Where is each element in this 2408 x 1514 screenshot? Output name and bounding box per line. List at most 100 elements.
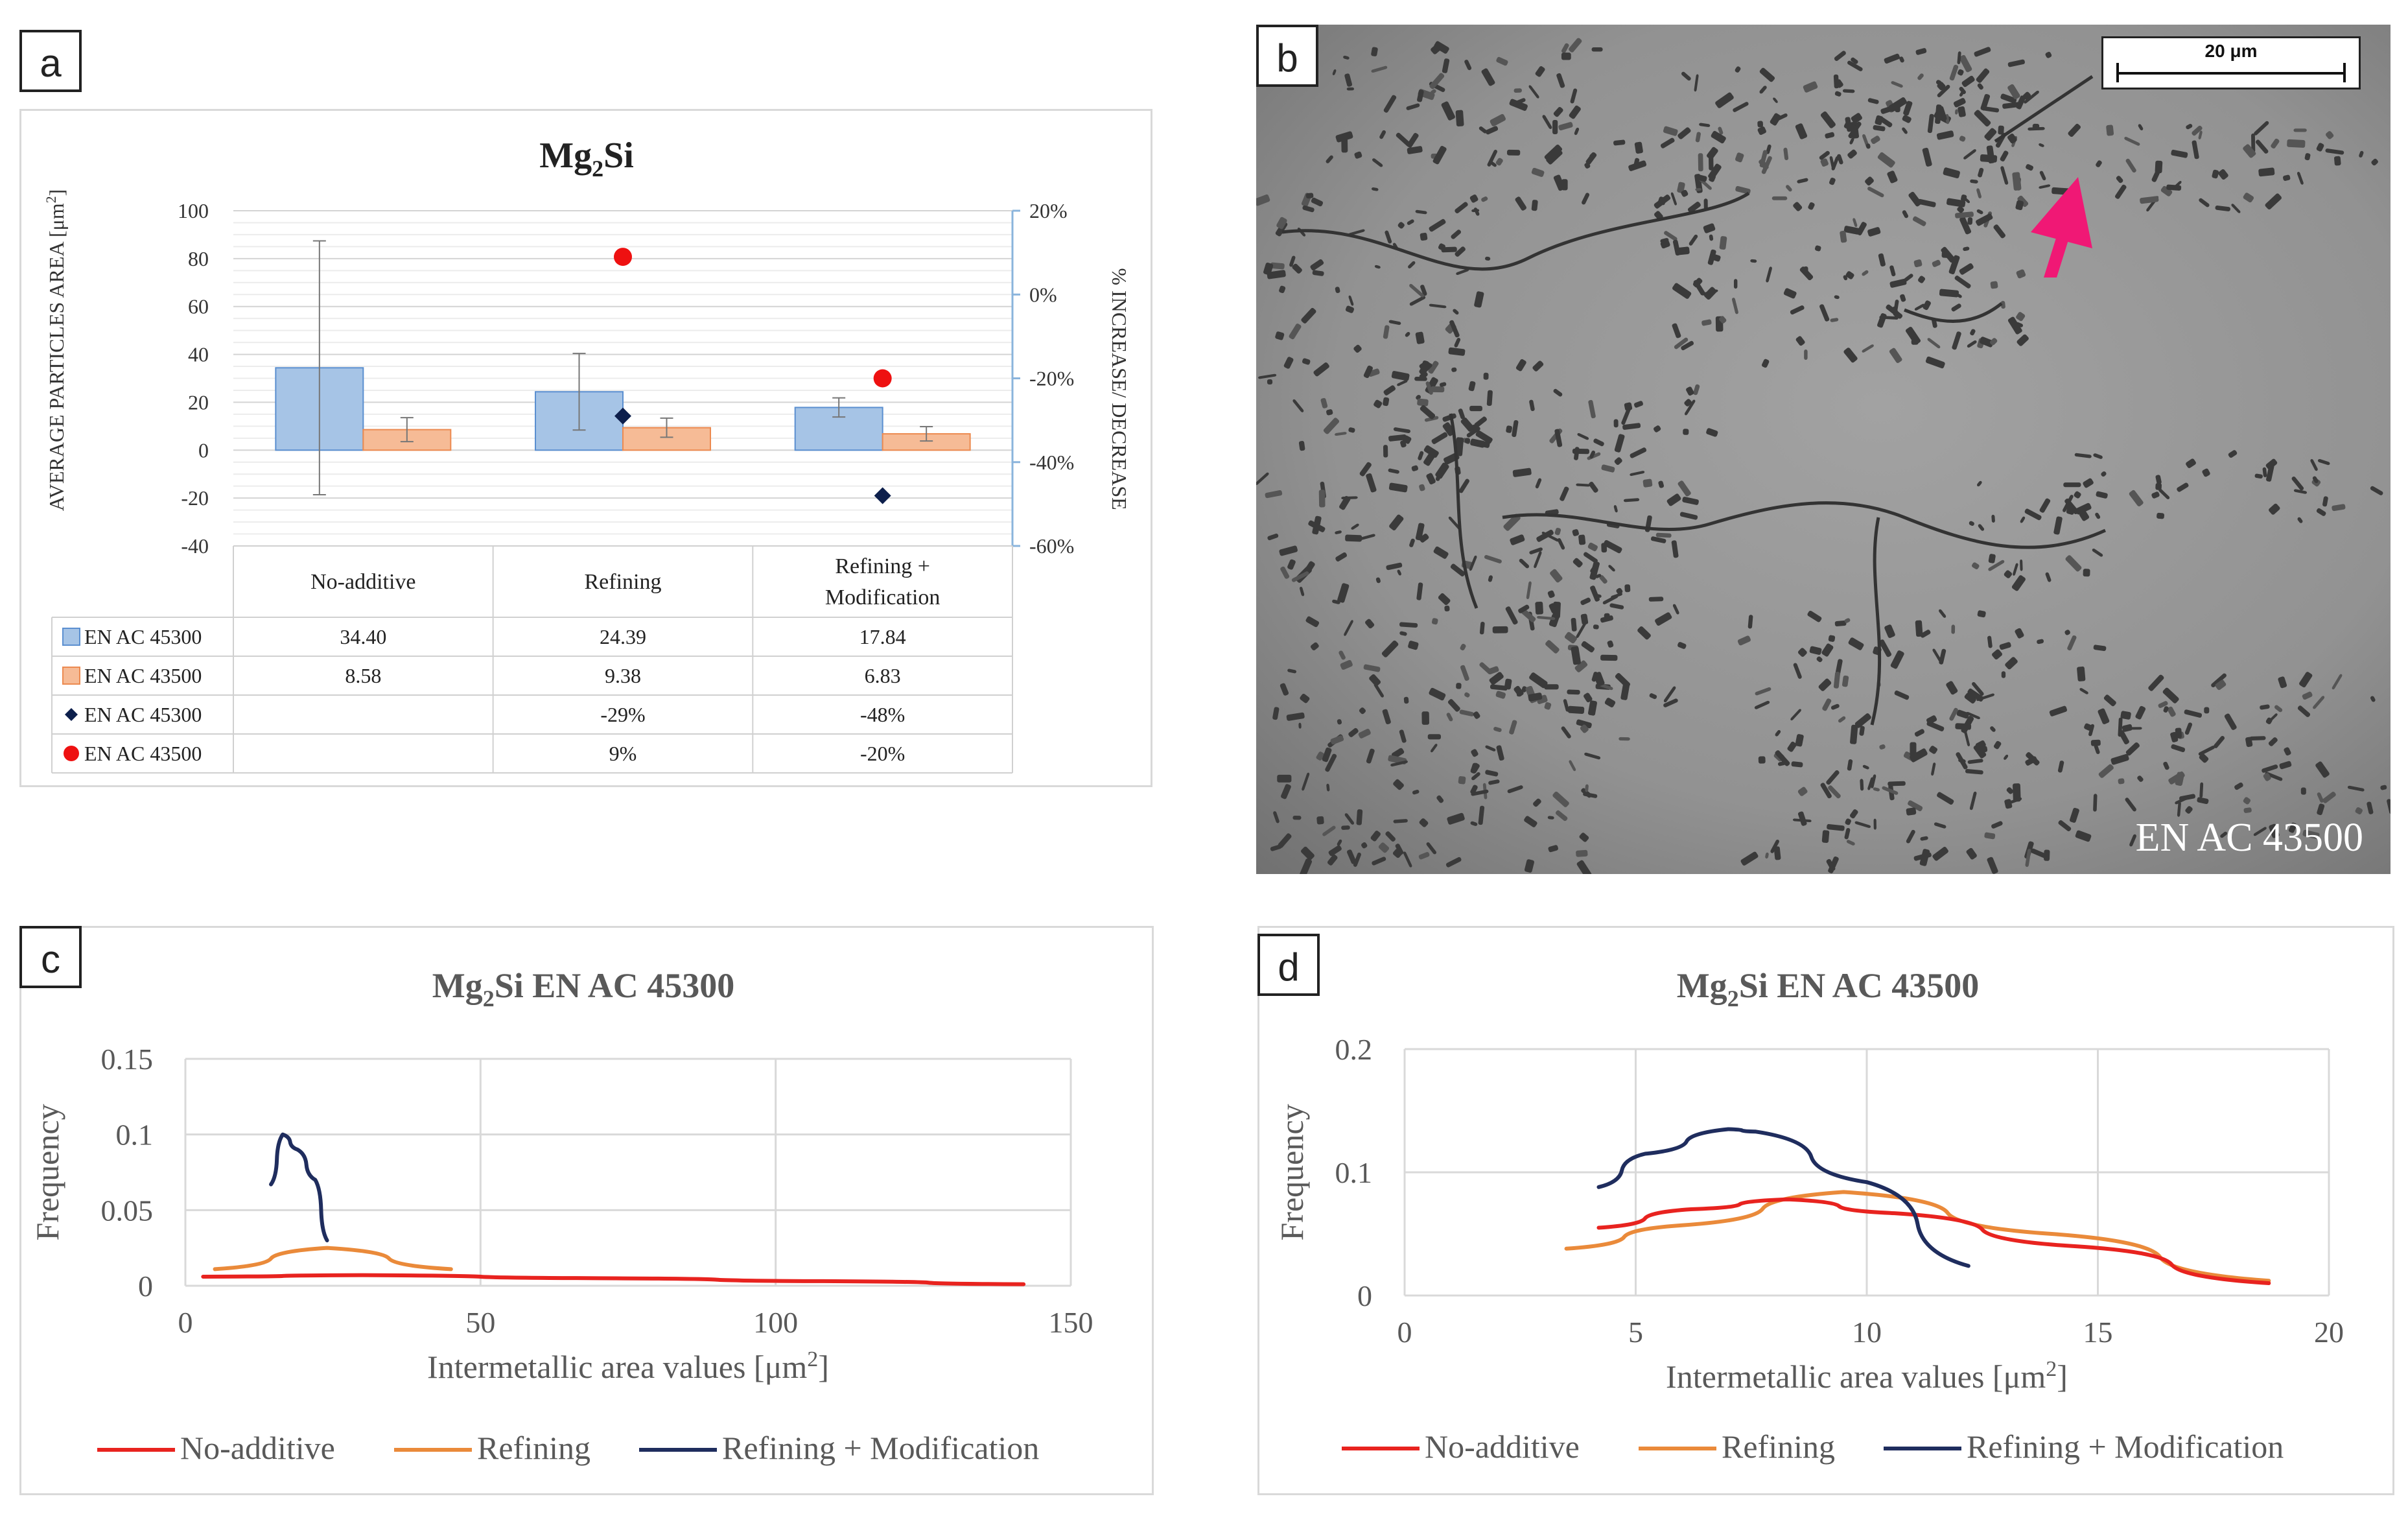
particle <box>1521 608 1536 622</box>
particle <box>1912 216 1926 226</box>
particle <box>2304 153 2311 161</box>
particle <box>1900 294 1906 302</box>
particle <box>1464 438 1471 444</box>
particle <box>1365 619 1375 629</box>
particle <box>1391 748 1405 759</box>
particle <box>2005 657 2018 670</box>
particle <box>1993 224 2005 239</box>
particle <box>1555 810 1568 822</box>
particle <box>1663 126 1678 136</box>
particle <box>2370 486 2383 495</box>
particle <box>1348 427 1355 433</box>
particle <box>1854 821 1871 828</box>
particle <box>1337 839 1342 846</box>
particle <box>1867 187 1884 198</box>
particle <box>2316 143 2324 152</box>
particle <box>1299 586 1305 597</box>
particle <box>1589 450 1596 459</box>
particle <box>1773 97 1778 103</box>
particle <box>2265 193 2282 210</box>
particle <box>1544 145 1563 162</box>
particle <box>2249 736 2266 741</box>
particle <box>1489 672 1504 685</box>
particle <box>1541 532 1560 542</box>
panel-d-frame <box>1257 926 2394 1495</box>
marker-dot-43500 <box>614 248 632 266</box>
particle <box>1914 729 1924 737</box>
particle <box>1485 770 1499 777</box>
table-cell: 34.40 <box>340 625 386 648</box>
series-line <box>269 1132 329 1242</box>
particle <box>2317 792 2324 803</box>
particle <box>1345 305 1355 313</box>
particle <box>1634 141 1643 154</box>
particle <box>2380 785 2387 790</box>
particle <box>1698 153 1703 172</box>
particle <box>1553 106 1563 117</box>
particle <box>2110 753 2129 765</box>
particle <box>1440 467 1445 475</box>
particle <box>2371 158 2378 166</box>
particle <box>1939 609 1946 618</box>
particle <box>1672 283 1692 299</box>
particle <box>2125 158 2136 173</box>
particle <box>1363 365 1373 379</box>
particle <box>1899 56 1904 63</box>
particle <box>1951 624 1956 634</box>
particle <box>1298 441 1305 451</box>
particle <box>1988 554 1996 563</box>
particle <box>1840 230 1847 243</box>
particle <box>2231 204 2241 213</box>
particle <box>1345 534 1362 542</box>
particle <box>2262 467 2267 477</box>
particle <box>1623 498 1640 503</box>
particle <box>1557 538 1565 550</box>
particle <box>1308 520 1326 532</box>
particle <box>2326 131 2334 139</box>
particle <box>1393 819 1408 823</box>
particle <box>1993 740 2002 750</box>
particle <box>1569 760 1576 772</box>
particle <box>1292 815 1302 820</box>
particle <box>1420 232 1428 241</box>
particle <box>1920 630 1931 638</box>
particle <box>2245 737 2253 748</box>
particle <box>1976 188 1981 198</box>
particle <box>1423 445 1439 458</box>
particle <box>1931 763 1936 776</box>
particle <box>2000 150 2009 162</box>
particle <box>1469 555 1477 571</box>
particle <box>1495 158 1503 166</box>
particle <box>2199 753 2209 763</box>
particle <box>1378 842 1390 853</box>
particle <box>1701 289 1718 296</box>
particle <box>1313 362 1329 377</box>
particle <box>1969 791 1977 810</box>
particle <box>2220 831 2228 838</box>
particle <box>1460 643 1466 651</box>
particle <box>1765 852 1769 859</box>
particle <box>1630 471 1645 476</box>
particle <box>1821 643 1834 657</box>
particle <box>1959 86 1966 95</box>
particle <box>1915 48 1927 55</box>
particle <box>1910 748 1928 763</box>
particle <box>1549 603 1558 613</box>
particle <box>1415 209 1427 215</box>
particle <box>1851 113 1862 124</box>
particle <box>1560 486 1569 501</box>
x-tick-label: 5 <box>1628 1316 1643 1349</box>
particle <box>1584 692 1593 703</box>
particle <box>1389 514 1404 531</box>
particle <box>2028 126 2045 131</box>
particle <box>2013 783 2021 802</box>
particle <box>1409 283 1425 298</box>
particle <box>2370 696 2376 702</box>
particle <box>1589 481 1598 493</box>
particle <box>1584 552 1598 563</box>
table-cell: -48% <box>860 703 905 726</box>
particle <box>1686 386 1694 396</box>
particle <box>1305 616 1320 628</box>
particle <box>1984 832 1996 840</box>
particle <box>2387 799 2390 814</box>
